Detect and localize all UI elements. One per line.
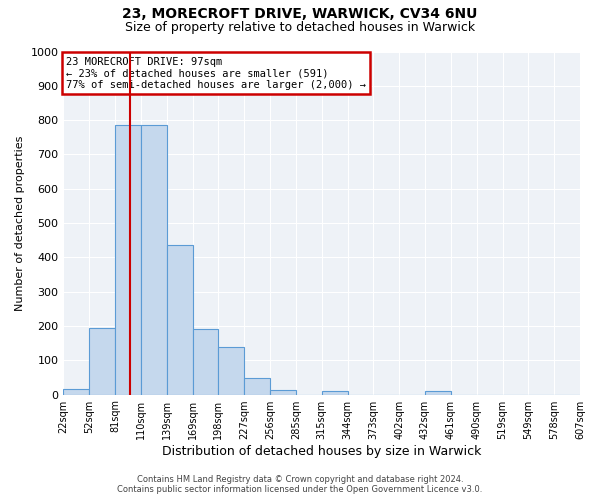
Bar — [64, 390, 89, 394]
Bar — [141, 126, 167, 394]
Text: Size of property relative to detached houses in Warwick: Size of property relative to detached ho… — [125, 21, 475, 34]
Text: 23, MORECROFT DRIVE, WARWICK, CV34 6NU: 23, MORECROFT DRIVE, WARWICK, CV34 6NU — [122, 8, 478, 22]
Bar — [167, 246, 193, 394]
X-axis label: Distribution of detached houses by size in Warwick: Distribution of detached houses by size … — [162, 444, 481, 458]
Text: 23 MORECROFT DRIVE: 97sqm
← 23% of detached houses are smaller (591)
77% of semi: 23 MORECROFT DRIVE: 97sqm ← 23% of detac… — [66, 56, 366, 90]
Bar — [270, 390, 296, 394]
Text: Contains HM Land Registry data © Crown copyright and database right 2024.
Contai: Contains HM Land Registry data © Crown c… — [118, 474, 482, 494]
Bar — [244, 378, 270, 394]
Bar — [425, 391, 451, 394]
Bar — [115, 126, 141, 394]
Bar — [193, 330, 218, 394]
Bar — [218, 346, 244, 395]
Bar — [89, 328, 115, 394]
Bar — [322, 391, 347, 394]
Y-axis label: Number of detached properties: Number of detached properties — [15, 136, 25, 310]
